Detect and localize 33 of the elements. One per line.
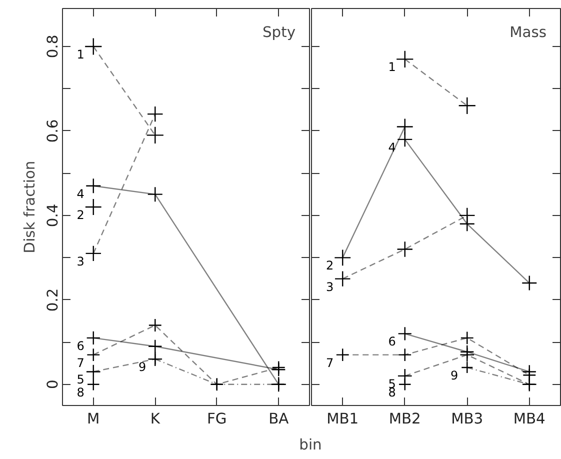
y-axis-title: Disk fraction (22, 160, 38, 254)
series-label: 2 (76, 208, 84, 222)
text: Spty (262, 24, 296, 41)
x-tick-label: K (150, 410, 160, 428)
x-tick-label: MB1 (326, 410, 359, 428)
x-tick-label: MB3 (451, 410, 484, 428)
series-label: 5 (76, 372, 84, 387)
x-tick-label: M (87, 410, 100, 428)
series-label: 6 (388, 334, 396, 349)
text: Mass (510, 24, 547, 41)
y-tick-label: 0.2 (44, 288, 62, 312)
y-tick-label: 0.4 (44, 204, 62, 228)
series-label: 2 (326, 258, 334, 273)
series-label: 3 (76, 254, 84, 268)
x-tick-label: MB4 (513, 410, 546, 428)
series-label: 8 (76, 385, 84, 400)
series-label: 7 (326, 356, 334, 370)
series-label: 9 (450, 368, 458, 382)
series-label: 1 (76, 48, 84, 62)
series-label: 4 (388, 140, 396, 154)
x-tick-label: FG (206, 410, 227, 428)
y-tick-label: 0.6 (44, 119, 62, 143)
y-tick-label: 0 (44, 380, 62, 390)
y-tick-label: 0.8 (44, 34, 62, 58)
series-label: 3 (326, 280, 334, 294)
series-label: 4 (76, 186, 84, 201)
series-label: 6 (76, 338, 84, 353)
x-tick-label: BA (268, 410, 289, 428)
series-label: 9 (138, 360, 146, 374)
x-axis-title: bin (299, 436, 322, 454)
series-label: 1 (388, 60, 396, 74)
series-label: 7 (76, 356, 84, 370)
x-tick-label: MB2 (388, 410, 421, 428)
